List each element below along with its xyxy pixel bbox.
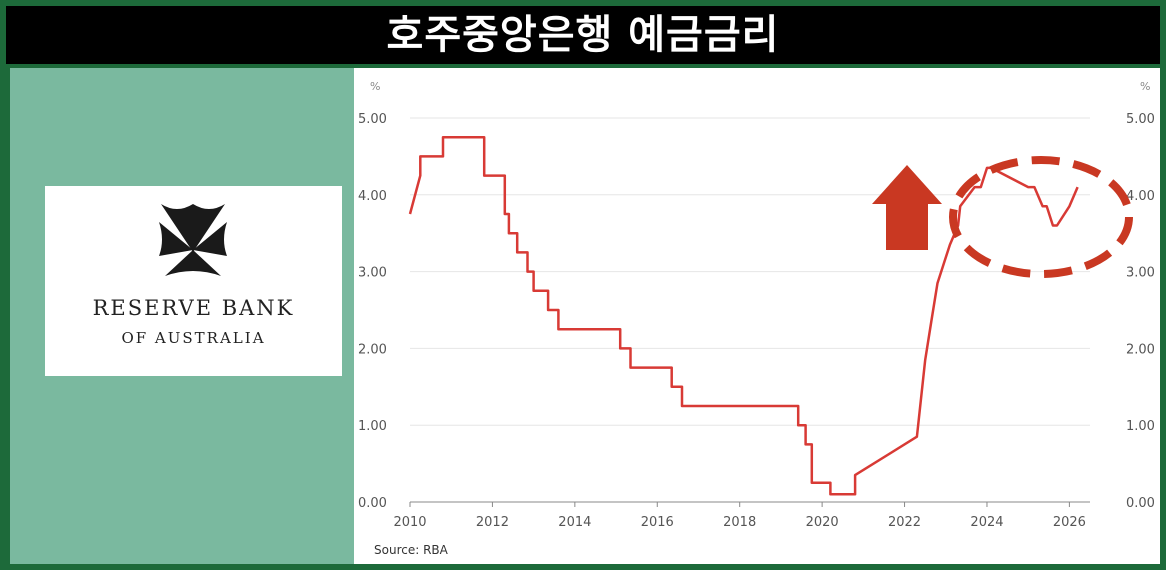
y-tick-label-right: 3.00 — [1126, 266, 1155, 281]
rba-logo: RESERVE BANK OF AUSTRALIA — [45, 186, 342, 376]
y-tick-label-right: 0.00 — [1126, 496, 1155, 511]
y-tick-label-left: 3.00 — [358, 266, 387, 281]
x-tick-label: 2020 — [806, 515, 839, 530]
x-tick-label: 2016 — [641, 515, 674, 530]
annotations — [872, 156, 1133, 278]
source-label: Source: RBA — [374, 543, 449, 557]
up-arrow-icon — [872, 165, 942, 250]
rate-chart: 0.00 0.00 1.00 1.00 2.00 2.00 3.00 3.00 4.00 4.00… — [358, 80, 1155, 557]
y-tick-label-left: 2.00 — [358, 342, 387, 357]
x-tick-label: 2026 — [1053, 515, 1086, 530]
y-tick-label-right: 2.00 — [1126, 342, 1155, 357]
cash-rate-line — [408, 135, 1079, 496]
highlight-dashed-circle — [949, 156, 1133, 278]
x-tick-label: 2010 — [393, 515, 426, 530]
logo-text-line1: RESERVE BANK — [92, 296, 295, 320]
x-tick-label: 2024 — [970, 515, 1003, 530]
chart-area: 0.00 0.00 1.00 1.00 2.00 2.00 3.00 3.00 4.00 4.00… — [354, 68, 1160, 564]
right-unit-label: % — [1140, 80, 1150, 93]
y-tick-label-left: 5.00 — [358, 112, 387, 127]
y-tick-label-right: 1.00 — [1126, 419, 1155, 434]
y-tick-label-left: 1.00 — [358, 419, 387, 434]
grid — [410, 117, 1090, 503]
x-tick-label: 2022 — [888, 515, 921, 530]
logo-text-line2: OF AUSTRALIA — [121, 329, 266, 347]
y-tick-label-right: 5.00 — [1126, 112, 1155, 127]
x-tick-label: 2014 — [558, 515, 591, 530]
y-tick-label-right: 4.00 — [1126, 189, 1155, 204]
axes: 0.00 0.00 1.00 1.00 2.00 2.00 3.00 3.00 4.00 4.00… — [358, 112, 1155, 530]
x-tick-label: 2018 — [723, 515, 756, 530]
y-tick-label-left: 4.00 — [358, 189, 387, 204]
rba-emblem-icon — [159, 204, 227, 276]
y-tick-label-left: 0.00 — [358, 496, 387, 511]
x-tick-label: 2012 — [476, 515, 509, 530]
left-unit-label: % — [370, 80, 380, 93]
series — [408, 135, 1079, 496]
page-title: 호주중앙은행 예금금리 — [6, 6, 1160, 64]
